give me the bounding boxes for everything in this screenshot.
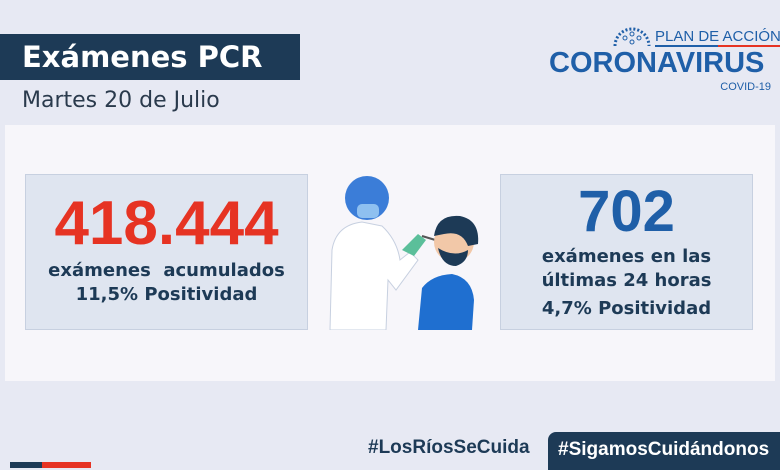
logo-covid-text: COVID-19 xyxy=(720,81,771,93)
logo-coronavirus-text: CORONAVIRUS xyxy=(549,47,765,79)
logo-plan-text: PLAN DE ACCIÓN xyxy=(655,28,780,47)
last-24h-label-2: últimas 24 horas xyxy=(541,270,712,291)
page-title: Exámenes PCR xyxy=(0,34,300,80)
accumulated-label: exámenes acumulados xyxy=(48,260,285,281)
hashtag-los-rios: #LosRíosSeCuida xyxy=(368,437,530,458)
last-24h-card: 702 exámenes en las últimas 24 horas 4,7… xyxy=(500,174,753,330)
date-subtitle: Martes 20 de Julio xyxy=(22,88,220,113)
hashtag-sigamos: #SigamosCuidándonos xyxy=(548,432,780,470)
flag-bar-blue xyxy=(10,462,42,468)
pcr-test-illustration xyxy=(329,176,479,330)
accumulated-positivity: 11,5% Positividad xyxy=(75,284,258,305)
last-24h-positivity: 4,7% Positividad xyxy=(541,298,712,319)
plan-coronavirus-logo: PLAN DE ACCIÓN CORONAVIRUS COVID-19 xyxy=(545,24,780,98)
virus-icon xyxy=(613,27,651,46)
flag-bar-red xyxy=(42,462,91,468)
accumulated-value: 418.444 xyxy=(54,189,279,258)
last-24h-label-1: exámenes en las xyxy=(541,246,712,267)
last-24h-value: 702 xyxy=(578,179,675,244)
accumulated-card: 418.444 exámenes acumulados 11,5% Positi… xyxy=(25,174,308,330)
